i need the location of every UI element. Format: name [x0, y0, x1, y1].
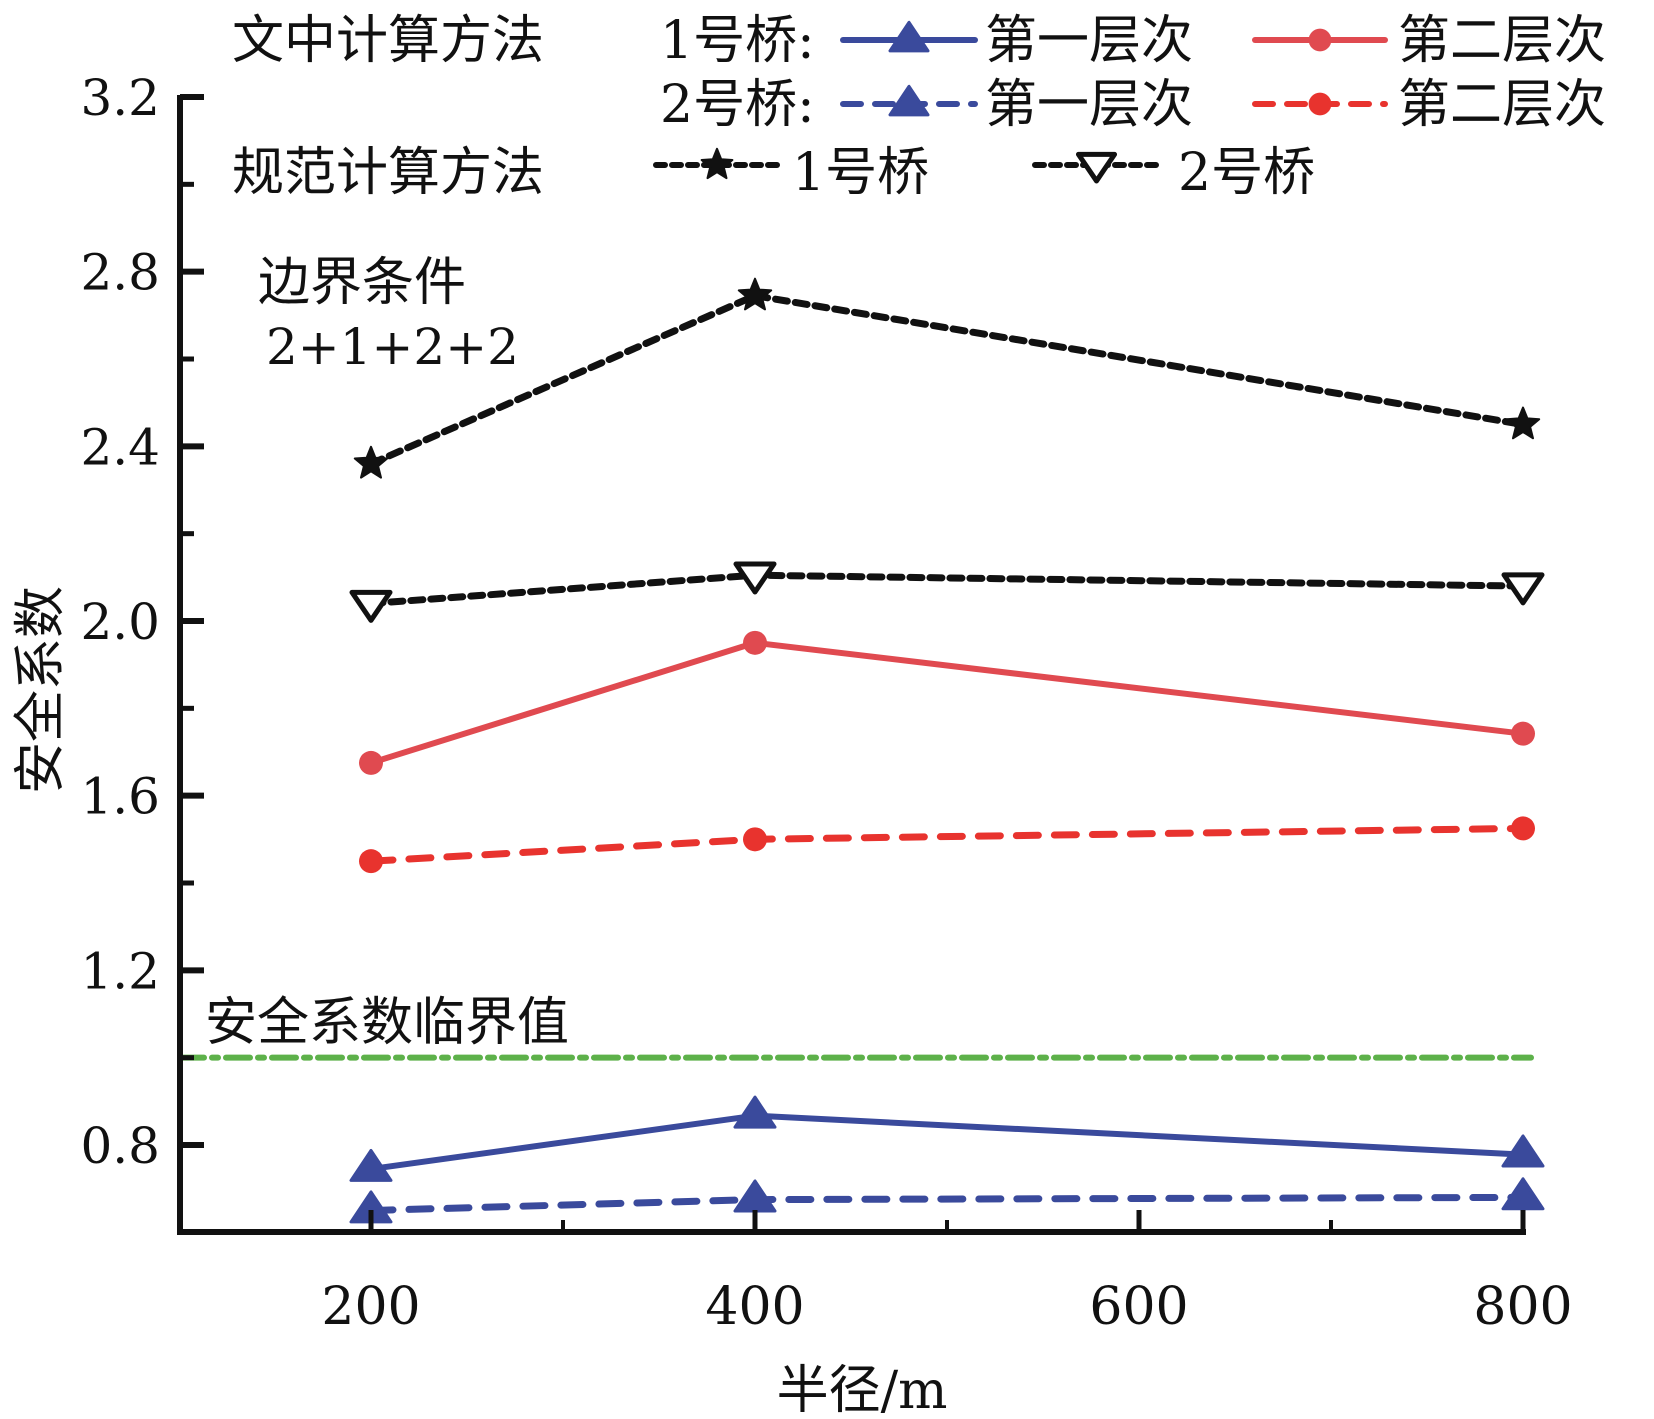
series-line	[368, 1112, 1526, 1172]
reference-line-label: 安全系数临界值	[205, 993, 569, 1053]
data-point	[349, 589, 393, 623]
y-tick-label: 1.6	[80, 768, 160, 826]
series-6	[349, 561, 1545, 623]
series-line	[367, 824, 1527, 865]
data-point	[359, 849, 383, 874]
x-tick-label: 600	[1089, 1277, 1188, 1337]
legend-spec-bridge2-label: 2号桥	[1178, 143, 1315, 203]
series-line	[367, 571, 1527, 607]
legend-swatches	[653, 20, 1388, 184]
legend-marker	[1308, 28, 1332, 52]
legend-spec-bridge1-label: 1号桥	[792, 143, 929, 203]
data-point	[1505, 406, 1541, 440]
x-axis-label: 半径/m	[777, 1361, 948, 1419]
legend-marker	[888, 20, 930, 53]
data-point	[349, 1148, 393, 1182]
series-3	[349, 1177, 1545, 1224]
y-tick-label: 3.2	[80, 69, 160, 127]
legend-marker	[1075, 151, 1118, 184]
series-line	[367, 292, 1527, 468]
x-tick-label: 800	[1473, 1277, 1572, 1337]
series-5	[353, 277, 1541, 479]
legend-b2-level1-label: 第一层次	[985, 75, 1193, 135]
series-4	[359, 816, 1535, 874]
legend-swatch-spec-bridge1	[653, 147, 781, 180]
data-point	[733, 1095, 777, 1129]
data-point	[1501, 1134, 1545, 1168]
legend-marker	[700, 147, 734, 180]
series-line	[368, 639, 1526, 766]
legend-swatch-b1-level2	[1252, 28, 1388, 52]
data-point	[733, 561, 777, 595]
series-line	[367, 1193, 1527, 1214]
data-point	[733, 1179, 777, 1213]
series-1	[349, 1095, 1545, 1182]
y-tick-label: 0.8	[80, 1117, 160, 1175]
legend-bridge1-label: 1号桥:	[660, 11, 815, 71]
x-tick-label: 200	[321, 1277, 420, 1337]
axes-layer: 0.8 1.2 1.6 2.0 2.4 2.8 3.2 200 400 600 800	[80, 69, 1572, 1337]
data-point	[1511, 816, 1535, 841]
legend-swatch-b2-level1	[840, 84, 978, 117]
y-tick-label: 2.4	[80, 418, 160, 476]
series-2	[359, 630, 1535, 775]
legend-b2-level2-label: 第二层次	[1398, 75, 1606, 135]
legend: 文中计算方法 1号桥: 2号桥: 第一层次 第二层次 第一层次 第二层次 规范计…	[232, 11, 1606, 203]
legend-b1-level1-label: 第一层次	[985, 11, 1193, 71]
legend-method1-label: 文中计算方法	[232, 11, 544, 71]
data-point	[737, 277, 773, 311]
legend-b1-level2-label: 第二层次	[1398, 11, 1606, 71]
data-point	[743, 827, 767, 852]
y-tick-label: 1.2	[80, 942, 160, 1000]
y-tick-label: 2.0	[80, 593, 160, 651]
data-point	[1501, 1177, 1545, 1211]
legend-swatch-spec-bridge2	[1032, 151, 1161, 184]
y-tick-label: 2.8	[80, 244, 160, 302]
boundary-condition-title: 边界条件	[258, 253, 466, 313]
data-point	[353, 445, 389, 479]
legend-bridge2-label: 2号桥:	[660, 75, 815, 135]
legend-marker	[1308, 92, 1332, 116]
legend-swatch-b2-level2	[1252, 92, 1388, 116]
data-point	[743, 630, 767, 655]
data-point	[1501, 572, 1545, 606]
x-tick-label: 400	[705, 1277, 804, 1337]
boundary-condition-value: 2+1+2+2	[266, 318, 519, 376]
data-point	[359, 750, 383, 775]
legend-swatch-b1-level1	[840, 20, 978, 53]
y-axis-label: 安全系数	[11, 586, 71, 794]
legend-method2-label: 规范计算方法	[232, 143, 544, 203]
series-layer	[349, 277, 1545, 1224]
data-point	[1511, 721, 1535, 746]
legend-marker	[888, 84, 930, 117]
